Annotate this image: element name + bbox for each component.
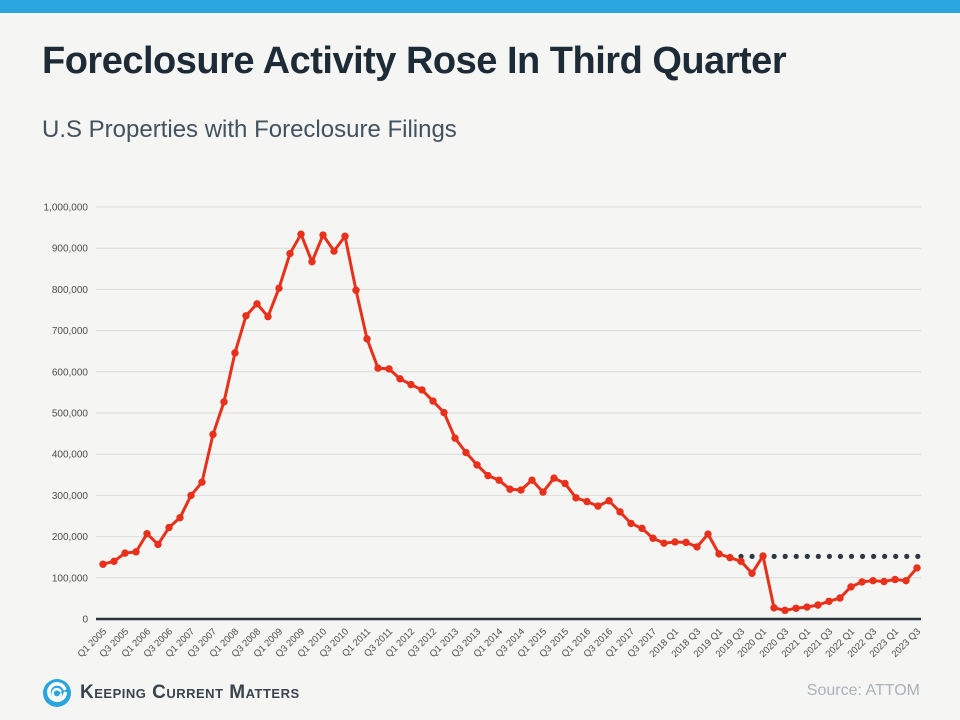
data-point-marker [121, 549, 129, 557]
data-point-marker [539, 488, 547, 496]
data-point-marker [209, 430, 217, 439]
data-point-marker [418, 386, 426, 394]
kcm-logo-text: Keeping Current Matters [80, 682, 300, 703]
data-point-marker [319, 231, 327, 239]
data-point-marker [176, 513, 184, 522]
data-point-marker [902, 576, 910, 585]
data-point-marker [847, 583, 855, 591]
data-point-marker [528, 476, 536, 484]
data-point-marker [462, 448, 470, 457]
data-point-marker [550, 474, 558, 482]
data-point-marker [110, 557, 118, 566]
data-point-marker [682, 538, 690, 547]
data-point-marker [484, 471, 492, 480]
y-axis-tick-label: 600,000 [52, 367, 89, 378]
data-point-marker [198, 478, 206, 486]
data-point-marker [429, 397, 437, 405]
data-point-marker [792, 604, 800, 612]
data-point-marker [165, 523, 173, 532]
data-point-marker [638, 524, 646, 533]
y-axis-tick-label: 0 [82, 615, 88, 626]
data-point-marker [253, 300, 261, 308]
data-point-marker [561, 479, 569, 488]
data-point-marker [495, 476, 503, 484]
data-point-marker [473, 461, 481, 469]
data-point-marker [891, 575, 899, 584]
data-point-marker [143, 530, 151, 538]
data-point-marker [858, 578, 866, 586]
data-point-marker [99, 560, 107, 568]
y-axis-tick-label: 800,000 [52, 285, 89, 296]
footer: Keeping Current Matters Source: ATTOM [0, 670, 960, 720]
data-point-marker [363, 335, 371, 343]
data-point-marker [715, 550, 723, 558]
data-point-marker [308, 258, 316, 266]
data-point-marker [275, 284, 283, 292]
chart-subtitle: U.S Properties with Foreclosure Filings [42, 116, 457, 143]
data-point-marker [242, 312, 250, 320]
data-point-marker [264, 312, 272, 321]
data-point-marker [704, 530, 712, 538]
data-point-marker [440, 408, 448, 417]
kcm-logo: Keeping Current Matters [42, 678, 300, 708]
data-point-marker [231, 349, 239, 357]
data-point-marker [781, 606, 789, 615]
data-point-marker [330, 247, 338, 255]
top-accent-bar [0, 0, 960, 13]
data-point-marker [187, 491, 195, 500]
chart-canvas: 1,000,000 900,000 800,000 700,000 600,000 500… [44, 203, 924, 660]
data-point-marker [154, 540, 162, 549]
y-axis-tick-label: 100,000 [52, 573, 89, 584]
page-title: Foreclosure Activity Rose In Third Quart… [42, 40, 787, 82]
data-point-marker [396, 375, 404, 383]
y-axis-tick-label: 500,000 [52, 409, 89, 420]
data-point-marker [880, 577, 888, 586]
data-point-marker [385, 365, 393, 373]
data-point-marker [451, 434, 459, 442]
data-point-marker [627, 519, 635, 528]
data-point-marker [759, 552, 767, 560]
data-point-marker [583, 497, 591, 506]
data-point-marker [506, 485, 514, 493]
data-point-marker [660, 539, 668, 547]
y-axis-tick-label: 200,000 [52, 532, 89, 543]
y-axis-tick-label: 300,000 [52, 491, 89, 502]
data-point-marker [726, 553, 734, 562]
data-point-marker [594, 502, 602, 510]
y-axis-tick-label: 1,000,000 [44, 203, 89, 214]
data-point-marker [803, 603, 811, 611]
y-axis-tick-label: 900,000 [52, 244, 89, 255]
data-point-marker [352, 286, 360, 294]
kcm-swirl-icon [43, 679, 71, 707]
pre-pandemic-reference-dotted-line [915, 553, 921, 559]
data-point-marker [913, 564, 921, 572]
source-attribution: Source: ATTOM [806, 682, 920, 699]
data-point-marker [407, 380, 415, 389]
data-point-marker [671, 538, 679, 546]
data-point-marker [517, 486, 525, 494]
data-point-marker [132, 548, 140, 556]
data-point-marker [836, 594, 844, 602]
data-point-marker [572, 494, 580, 502]
data-point-marker [286, 249, 294, 258]
data-point-marker [770, 604, 778, 612]
foreclosure-line-chart: 1,000,000 900,000 800,000 700,000 600,000 500… [0, 188, 960, 670]
data-point-marker [814, 601, 822, 609]
data-point-marker [297, 230, 305, 238]
data-point-marker [748, 569, 756, 577]
foreclosure-filings-series-line [101, 232, 919, 612]
data-point-marker [737, 557, 745, 566]
data-point-marker [341, 232, 349, 240]
data-point-marker [616, 508, 624, 516]
y-axis-tick-label: 700,000 [52, 326, 89, 337]
data-point-marker [869, 576, 877, 585]
data-point-marker [649, 534, 657, 542]
y-axis-tick-label: 400,000 [52, 450, 89, 461]
data-point-marker [374, 364, 382, 372]
data-point-marker [693, 543, 701, 551]
data-point-marker [605, 497, 613, 505]
data-point-marker [825, 597, 833, 605]
data-point-marker [220, 398, 228, 406]
